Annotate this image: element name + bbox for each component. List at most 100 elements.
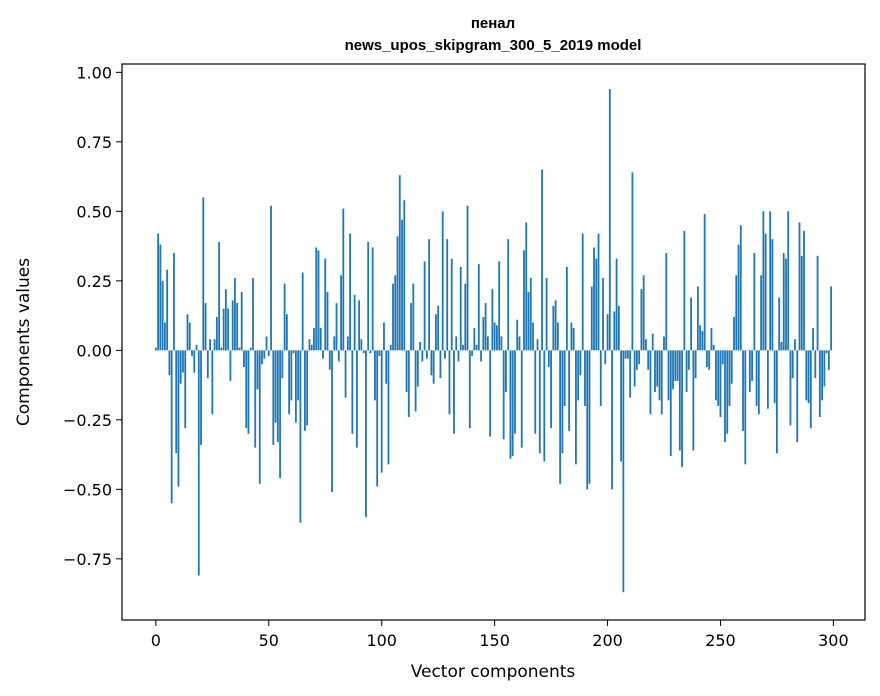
bar	[299, 350, 302, 523]
bar	[304, 350, 306, 431]
bar	[830, 286, 833, 351]
bar	[552, 305, 555, 351]
bar	[285, 314, 288, 351]
bar	[195, 344, 198, 351]
bar	[179, 350, 182, 384]
bar	[256, 350, 259, 390]
bar	[306, 350, 309, 426]
bar	[380, 350, 383, 473]
bar	[807, 350, 810, 404]
bar	[730, 350, 733, 384]
bar	[791, 350, 794, 379]
bar	[518, 336, 521, 351]
y-tick-label: 0.25	[76, 272, 112, 291]
bar	[696, 286, 699, 351]
bar	[358, 300, 361, 351]
bar	[721, 350, 724, 365]
bar	[401, 219, 403, 351]
bar	[771, 239, 774, 351]
bar	[805, 350, 808, 401]
bar	[168, 350, 171, 376]
bar	[649, 350, 652, 415]
bar	[157, 233, 160, 351]
bar	[457, 350, 460, 362]
bar	[778, 297, 781, 351]
bar	[538, 350, 541, 454]
bar	[516, 319, 519, 351]
bar	[543, 350, 546, 462]
x-tick-label: 50	[259, 631, 279, 650]
bar	[626, 350, 629, 359]
bar	[245, 350, 248, 429]
bar	[495, 325, 498, 351]
bar	[211, 350, 214, 415]
bar	[326, 291, 329, 351]
bar	[435, 314, 437, 351]
bar	[556, 322, 559, 351]
y-tick-label: 0.00	[76, 341, 112, 360]
bar	[421, 350, 424, 362]
bar	[559, 350, 562, 484]
bar	[577, 350, 580, 401]
bar	[613, 311, 616, 351]
bar	[351, 350, 354, 434]
bar	[780, 342, 783, 351]
bar	[281, 350, 284, 379]
bar	[785, 258, 787, 351]
bar	[690, 297, 693, 351]
bar	[631, 172, 634, 351]
bar	[337, 350, 340, 362]
y-tick-label: −0.25	[63, 411, 112, 430]
bar	[430, 350, 433, 376]
bar	[355, 350, 358, 448]
bar	[773, 350, 776, 404]
bar	[760, 275, 763, 351]
bar	[787, 211, 790, 351]
bar	[665, 253, 668, 351]
bar	[491, 289, 494, 351]
bar	[823, 350, 826, 387]
bar	[374, 350, 376, 401]
bar	[827, 350, 830, 370]
bar	[315, 247, 318, 351]
bar	[385, 350, 388, 384]
bar	[782, 253, 785, 351]
bar	[597, 233, 600, 351]
bar	[511, 350, 514, 456]
bar	[493, 322, 496, 351]
bar	[238, 347, 241, 351]
bar	[407, 350, 410, 418]
bar	[581, 233, 584, 351]
bar	[193, 350, 196, 373]
y-tick-label: 0.50	[76, 202, 112, 221]
x-tick-label: 300	[818, 631, 849, 650]
bar	[227, 308, 230, 351]
bar	[231, 300, 234, 351]
bar	[529, 278, 532, 351]
bar	[234, 278, 236, 351]
bar	[809, 350, 812, 429]
bar	[692, 350, 695, 451]
bar	[394, 275, 397, 351]
bar	[464, 283, 467, 351]
bar	[252, 278, 254, 351]
bar	[164, 322, 166, 351]
bar	[471, 350, 473, 356]
bar	[240, 291, 243, 351]
bar	[800, 255, 803, 351]
bar	[545, 278, 548, 351]
bar	[568, 350, 571, 431]
bar	[294, 350, 297, 423]
bar-series	[154, 89, 833, 593]
bar	[735, 275, 738, 351]
bar	[482, 316, 485, 351]
bar	[432, 350, 435, 384]
bar	[602, 278, 604, 351]
bar	[360, 339, 363, 351]
bar	[685, 350, 688, 393]
bar	[656, 350, 659, 387]
bar	[803, 230, 805, 351]
bar	[776, 350, 778, 454]
x-axis-ticks: 0 50 100 150 200 250 300	[151, 620, 849, 650]
bar	[663, 336, 665, 351]
